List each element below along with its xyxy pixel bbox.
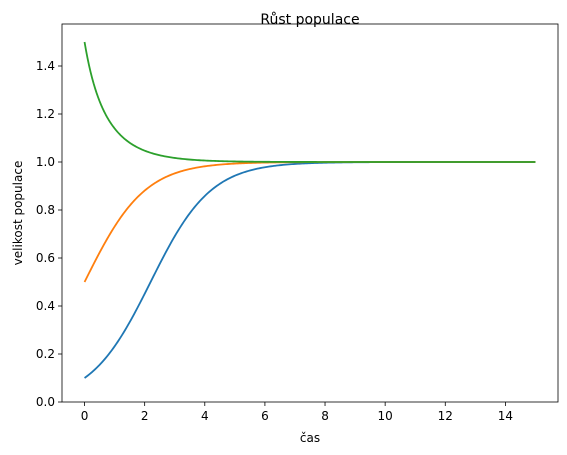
series-line-3 <box>83 41 536 163</box>
y-tick-label: 0.8 <box>36 203 55 217</box>
x-ticks: 0 2 4 6 8 10 12 14 <box>81 402 513 423</box>
x-axis-label: čas <box>300 431 320 445</box>
y-tick-label: 0.6 <box>36 251 55 265</box>
y-tick-label: 0.0 <box>36 395 55 409</box>
plot-frame <box>61 23 559 403</box>
chart-title: Růst populace <box>260 12 359 28</box>
y-ticks: 0.0 0.2 0.4 0.6 0.8 1.0 1.2 1.4 <box>36 59 62 409</box>
y-tick-label: 1.4 <box>36 59 55 73</box>
y-axis-label: velikost populace <box>11 161 25 266</box>
x-tick-label: 14 <box>498 409 513 423</box>
x-tick-label: 10 <box>378 409 393 423</box>
y-tick-label: 0.4 <box>36 299 55 313</box>
y-tick-label: 0.2 <box>36 347 55 361</box>
x-tick-label: 12 <box>438 409 453 423</box>
x-tick-label: 6 <box>261 409 269 423</box>
y-tick-label: 1.0 <box>36 155 55 169</box>
y-tick-label: 1.2 <box>36 107 55 121</box>
x-tick-label: 4 <box>201 409 209 423</box>
series-layer <box>83 41 536 379</box>
x-tick-label: 2 <box>141 409 149 423</box>
x-tick-label: 0 <box>81 409 89 423</box>
x-tick-label: 8 <box>321 409 329 423</box>
